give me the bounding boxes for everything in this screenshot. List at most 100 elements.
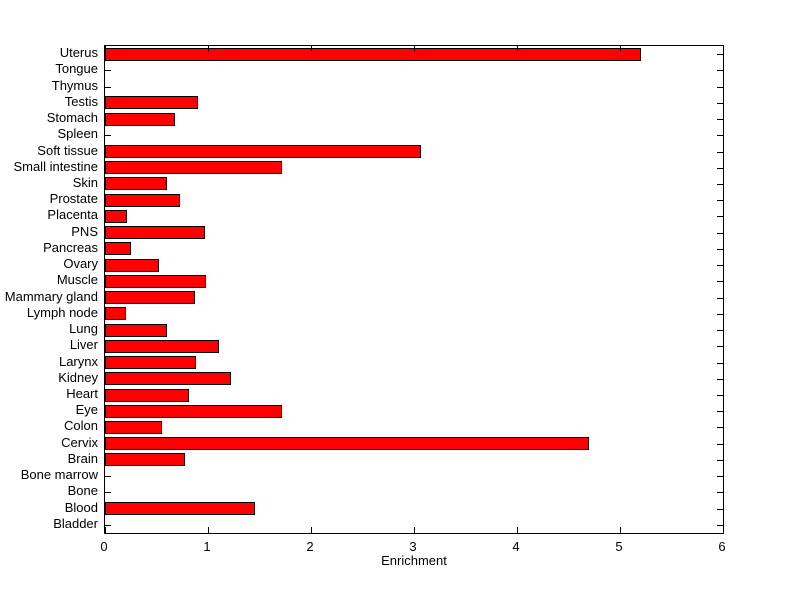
y-tick-label: Pancreas	[43, 239, 98, 255]
y-tick-label: Skin	[72, 174, 98, 190]
bar	[105, 502, 255, 515]
bar	[105, 437, 589, 450]
x-tick-label: 4	[512, 539, 520, 554]
y-tick-mark-right	[717, 152, 723, 153]
y-tick-mark-right	[717, 249, 723, 250]
bar	[105, 161, 282, 174]
y-tick-mark-left	[105, 492, 111, 493]
y-tick-label: Larynx	[58, 353, 98, 369]
x-tick-mark-top	[517, 46, 518, 52]
y-tick-label: PNS	[71, 223, 98, 239]
y-tick-mark-right	[717, 346, 723, 347]
bar	[105, 291, 195, 304]
y-tick-mark-right	[717, 298, 723, 299]
x-tick-label: 3	[409, 539, 417, 554]
y-tick-mark-right	[717, 184, 723, 185]
x-tick-mark-bottom	[208, 527, 209, 533]
bar	[105, 259, 159, 272]
y-tick-mark-left	[105, 70, 111, 71]
y-tick-mark-right	[717, 444, 723, 445]
bar	[105, 405, 282, 418]
y-tick-label: Thymus	[51, 77, 98, 93]
x-tick-mark-top	[414, 46, 415, 52]
bar	[105, 307, 126, 320]
y-tick-mark-left	[105, 525, 111, 526]
y-tick-mark-right	[717, 460, 723, 461]
y-tick-label: Ovary	[63, 256, 98, 272]
bar	[105, 242, 131, 255]
bar	[105, 210, 127, 223]
y-tick-mark-right	[717, 119, 723, 120]
x-tick-mark-top	[620, 46, 621, 52]
y-tick-label: Small intestine	[13, 158, 98, 174]
y-tick-mark-right	[717, 492, 723, 493]
y-tick-mark-right	[717, 379, 723, 380]
y-tick-label: Bone marrow	[20, 467, 98, 483]
y-tick-label: Brain	[67, 450, 98, 466]
y-tick-label: Uterus	[59, 45, 98, 61]
bar	[105, 145, 421, 158]
y-tick-mark-right	[717, 395, 723, 396]
x-tick-mark-top	[723, 46, 724, 52]
y-tick-label: Cervix	[61, 434, 98, 450]
y-tick-label: Spleen	[57, 126, 98, 142]
y-tick-label: Placenta	[47, 207, 98, 223]
x-tick-mark-top	[311, 46, 312, 52]
y-tick-mark-right	[717, 427, 723, 428]
x-tick-mark-bottom	[723, 527, 724, 533]
y-tick-mark-right	[717, 168, 723, 169]
bar	[105, 96, 198, 109]
y-tick-mark-right	[717, 330, 723, 331]
y-tick-mark-right	[717, 70, 723, 71]
y-tick-mark-right	[717, 281, 723, 282]
y-tick-mark-right	[717, 103, 723, 104]
bar	[105, 372, 231, 385]
y-tick-label: Soft tissue	[37, 142, 98, 158]
y-tick-mark-right	[717, 314, 723, 315]
y-tick-label: Lymph node	[26, 304, 98, 320]
y-tick-mark-right	[717, 363, 723, 364]
x-tick-label: 6	[718, 539, 726, 554]
y-tick-label: Bone	[67, 483, 98, 499]
y-tick-label: Liver	[69, 337, 98, 353]
y-tick-mark-right	[717, 216, 723, 217]
x-tick-label: 0	[100, 539, 108, 554]
y-tick-mark-right	[717, 54, 723, 55]
x-tick-mark-bottom	[311, 527, 312, 533]
y-tick-label: Heart	[66, 386, 98, 402]
bar	[105, 177, 167, 190]
x-tick-mark-top	[105, 46, 106, 52]
bar	[105, 194, 180, 207]
y-tick-mark-right	[717, 476, 723, 477]
y-tick-label: Tongue	[55, 61, 98, 77]
y-tick-label: Stomach	[46, 110, 98, 126]
x-axis-label: Enrichment	[381, 553, 447, 568]
x-tick-label: 1	[203, 539, 211, 554]
y-tick-label: Bladder	[53, 515, 98, 531]
y-tick-label: Testis	[64, 93, 98, 109]
y-tick-mark-right	[717, 87, 723, 88]
x-tick-mark-top	[208, 46, 209, 52]
y-tick-label: Colon	[64, 418, 98, 434]
bar	[105, 389, 189, 402]
bar	[105, 275, 206, 288]
bar	[105, 421, 162, 434]
y-tick-mark-left	[105, 135, 111, 136]
bar	[105, 226, 205, 239]
y-tick-mark-left	[105, 87, 111, 88]
y-tick-mark-right	[717, 200, 723, 201]
y-tick-label: Blood	[64, 499, 98, 515]
x-tick-mark-bottom	[517, 527, 518, 533]
y-tick-mark-right	[717, 411, 723, 412]
x-tick-mark-bottom	[105, 527, 106, 533]
y-tick-mark-right	[717, 265, 723, 266]
y-tick-label: Muscle	[56, 272, 98, 288]
x-tick-mark-bottom	[414, 527, 415, 533]
bar	[105, 324, 167, 337]
bar	[105, 340, 219, 353]
y-tick-label: Prostate	[49, 191, 98, 207]
y-tick-label: Eye	[75, 402, 98, 418]
bar	[105, 48, 641, 61]
y-tick-mark-right	[717, 233, 723, 234]
